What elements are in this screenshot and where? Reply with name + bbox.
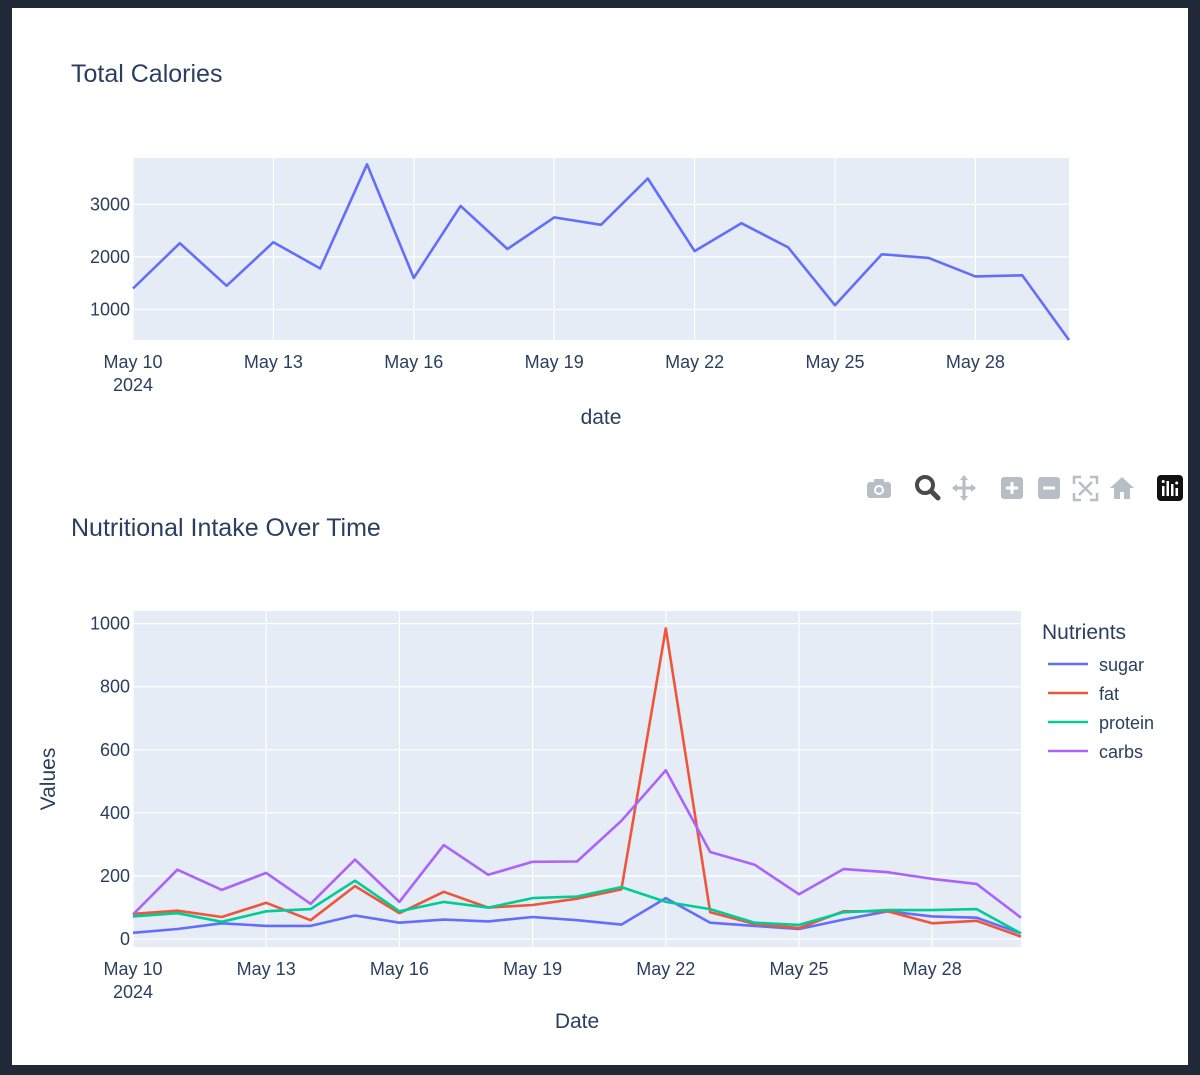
reset-axes-icon[interactable] [1110,477,1134,499]
x-tick-year-label: 2024 [113,375,153,395]
legend-label: carbs [1099,742,1143,762]
nutritional-intake-chart: May 10 2024 May 13 May 16 May 19 May 22 May 25… [37,514,1154,1033]
total-calories-chart: May 10 2024 May 13 May 16 May 19 May 22 May 25… [71,60,1071,429]
x-tick-label: May 28 [946,352,1005,372]
legend-item-sugar[interactable]: sugar [1048,655,1144,675]
zoom-icon[interactable] [915,475,941,501]
x-axis-title: date [581,406,622,429]
zoom-out-icon[interactable] [1038,477,1060,499]
legend-item-fat[interactable]: fat [1048,684,1119,704]
legend-label: protein [1099,713,1154,733]
x-tick-year-label: 2024 [113,982,153,1002]
series-line-carbs[interactable] [132,768,1022,919]
y-tick-label: 800 [100,677,130,697]
x-tick-label: May 10 [103,959,162,979]
modebar [867,475,1183,502]
autoscale-icon[interactable] [1072,475,1099,502]
x-tick-label: May 10 [103,352,162,372]
x-tick-label: May 19 [503,959,562,979]
series-line-protein[interactable] [132,879,1022,935]
legend: Nutrients sugar fat protein carbs [1042,621,1154,762]
grid-lines [132,611,1021,947]
y-tick-label: 1000 [90,299,130,319]
x-tick-label: May 22 [636,959,695,979]
dashboard-card: May 10 2024 May 13 May 16 May 19 May 22 May 25… [12,8,1188,1065]
chart-title: Nutritional Intake Over Time [71,514,381,542]
series-line-sugar[interactable] [132,896,1022,935]
series-lines [132,163,1071,341]
y-tick-label: 0 [120,929,130,949]
y-tick-label: 600 [100,740,130,760]
plot-background [133,611,1021,947]
tick-labels: May 10 2024 May 13 May 16 May 19 May 22 May 25… [90,194,1005,395]
series-line-calories[interactable] [132,163,1071,341]
x-tick-label: May 25 [805,352,864,372]
y-tick-label: 400 [100,803,130,823]
x-tick-label: May 19 [525,352,584,372]
x-axis-title: Date [555,1010,599,1033]
x-tick-label: May 13 [237,959,296,979]
series-lines [132,627,1022,938]
x-tick-label: May 28 [903,959,962,979]
chart-title: Total Calories [71,60,222,88]
x-tick-label: May 13 [244,352,303,372]
y-tick-label: 3000 [90,194,130,214]
y-tick-label: 200 [100,866,130,886]
legend-title: Nutrients [1042,621,1126,644]
x-tick-label: May 16 [370,959,429,979]
y-axis-title: Values [37,748,60,811]
plotly-logo-icon[interactable] [1157,475,1183,501]
pan-icon[interactable] [952,475,976,501]
zoom-in-icon[interactable] [1001,477,1023,499]
legend-item-carbs[interactable]: carbs [1048,742,1143,762]
y-tick-label: 1000 [90,614,130,634]
y-tick-label: 2000 [90,247,130,267]
legend-label: fat [1099,684,1119,704]
camera-icon[interactable] [867,479,891,498]
tick-labels: May 10 2024 May 13 May 16 May 19 May 22 May 25… [90,614,962,1002]
x-tick-label: May 16 [384,352,443,372]
x-tick-label: May 25 [769,959,828,979]
legend-label: sugar [1099,655,1144,675]
x-tick-label: May 22 [665,352,724,372]
legend-item-protein[interactable]: protein [1048,713,1154,733]
